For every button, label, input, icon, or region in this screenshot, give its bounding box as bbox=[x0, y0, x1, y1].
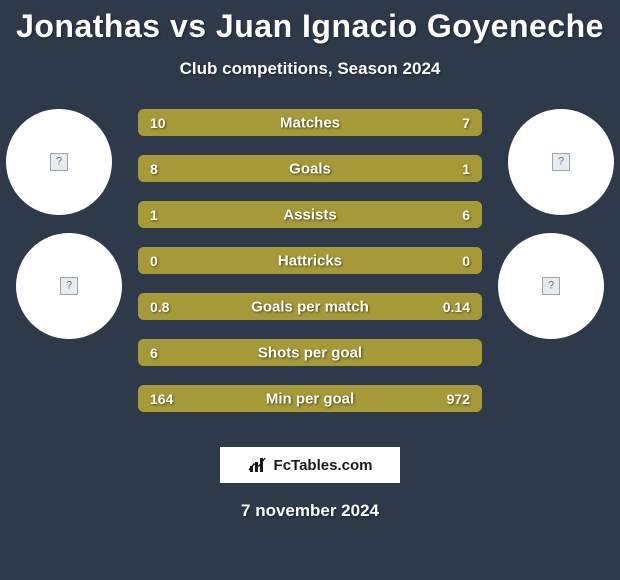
stat-row: 107Matches bbox=[138, 109, 482, 136]
date-text: 7 november 2024 bbox=[0, 501, 620, 521]
brand-badge: FcTables.com bbox=[220, 447, 400, 483]
stat-row: 0.80.14Goals per match bbox=[138, 293, 482, 320]
brand-text: FcTables.com bbox=[274, 457, 373, 474]
stat-label: Hattricks bbox=[138, 252, 482, 269]
broken-image-icon bbox=[542, 277, 560, 295]
comparison-panel: 107Matches 81Goals 16Assists 00Hattricks 0.8… bbox=[0, 109, 620, 429]
subtitle: Club competitions, Season 2024 bbox=[0, 59, 620, 79]
broken-image-icon bbox=[552, 153, 570, 171]
stat-row: 16Assists bbox=[138, 201, 482, 228]
broken-image-icon bbox=[50, 153, 68, 171]
stat-row: 81Goals bbox=[138, 155, 482, 182]
stat-row: 00Hattricks bbox=[138, 247, 482, 274]
stat-label: Goals bbox=[138, 160, 482, 177]
stat-label: Goals per match bbox=[138, 298, 482, 315]
broken-image-icon bbox=[60, 277, 78, 295]
stat-label: Min per goal bbox=[138, 390, 482, 407]
stat-label: Shots per goal bbox=[138, 344, 482, 361]
stat-label: Matches bbox=[138, 114, 482, 131]
stat-row: 6Shots per goal bbox=[138, 339, 482, 366]
stat-label: Assists bbox=[138, 206, 482, 223]
player1-avatar bbox=[6, 109, 112, 215]
page-title: Jonathas vs Juan Ignacio Goyeneche bbox=[0, 0, 620, 45]
stats-bar-group: 107Matches 81Goals 16Assists 00Hattricks 0.8… bbox=[138, 109, 482, 431]
stat-row: 164972Min per goal bbox=[138, 385, 482, 412]
player2-avatar bbox=[508, 109, 614, 215]
bars-chart-icon bbox=[248, 456, 268, 474]
player2-club-avatar bbox=[498, 233, 604, 339]
player1-club-avatar bbox=[16, 233, 122, 339]
